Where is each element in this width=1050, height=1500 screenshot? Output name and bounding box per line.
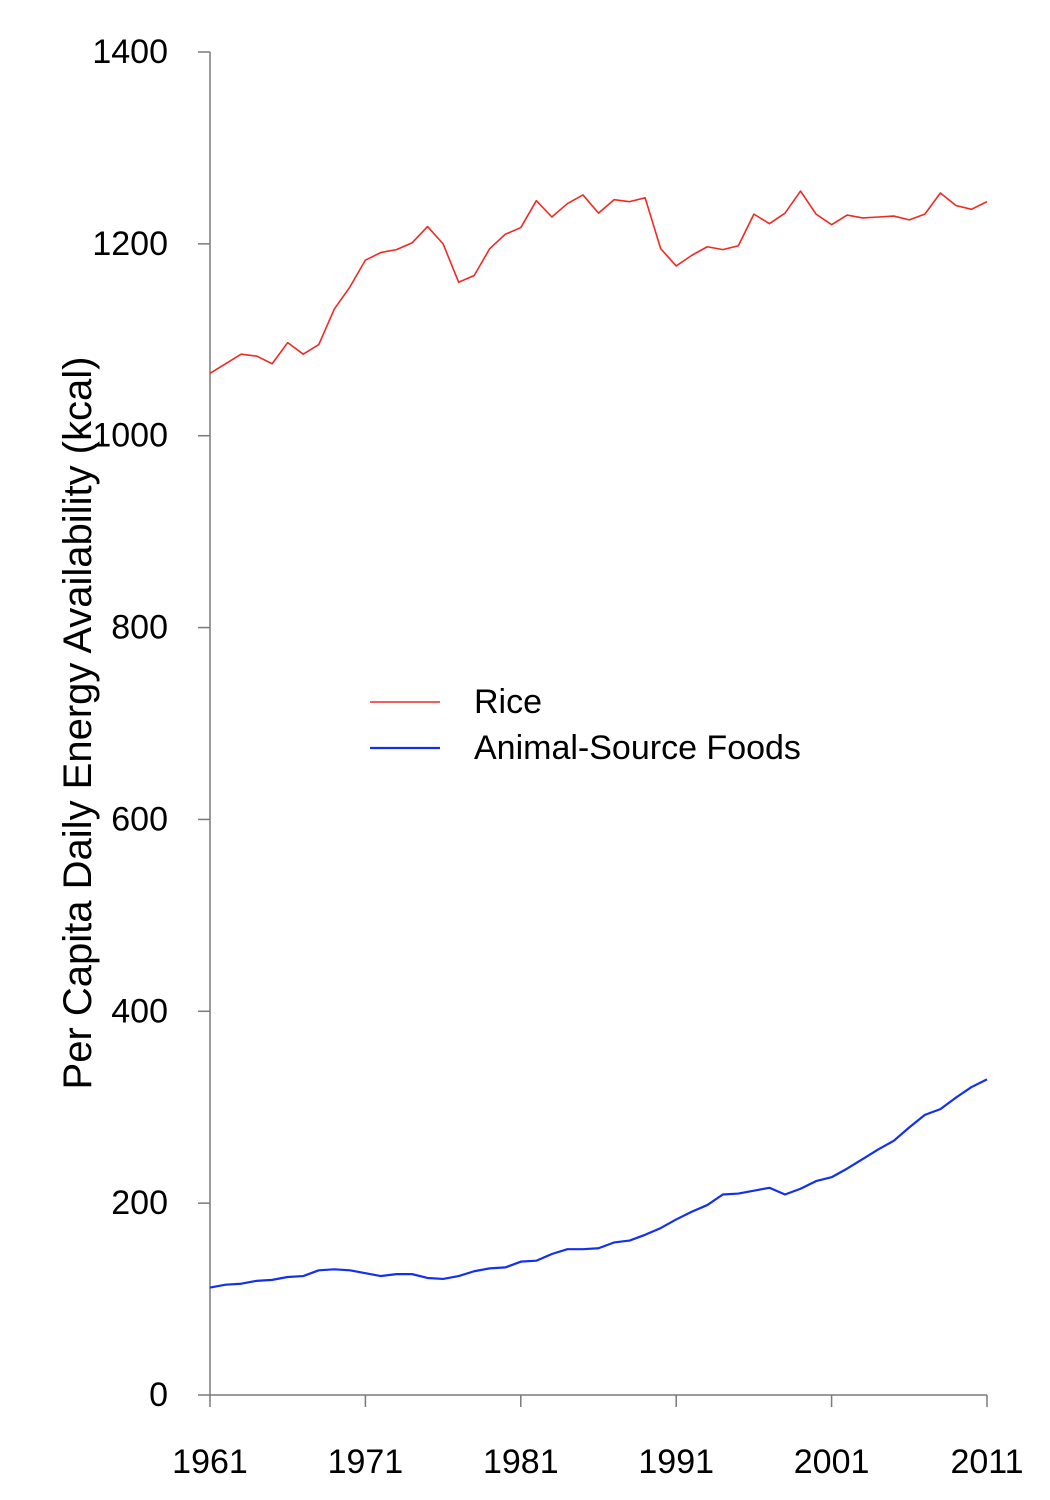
y-tick-label: 800 [111,609,168,647]
x-tick-label: 1961 [172,1443,248,1481]
y-tick-label: 200 [111,1184,168,1222]
y-tick-label: 1000 [92,417,168,455]
x-tick-label: 2011 [950,1443,1023,1481]
legend: Rice Animal-Source Foods [370,683,801,767]
x-tick-label: 1991 [638,1443,714,1481]
x-axis: 1961 1971 1981 1991 2001 2011 [172,1394,1024,1481]
y-axis: 0 200 400 600 800 1000 1200 1400 [92,33,211,1414]
y-axis-title: Per Capita Daily Energy Availability (kc… [56,357,100,1090]
y-tick-label: 0 [149,1376,168,1414]
y-tick-label: 400 [111,992,168,1030]
series-rice [209,190,988,375]
y-tick-label: 600 [111,800,168,838]
y-tick-label: 1400 [92,33,168,71]
series-animal-source-foods [209,1078,988,1289]
series-line [209,1078,988,1289]
legend-label: Animal-Source Foods [474,729,801,767]
x-tick-label: 1981 [483,1443,559,1481]
x-tick-label: 2001 [794,1443,870,1481]
x-tick-label: 1971 [328,1443,404,1481]
legend-label: Rice [474,683,542,721]
y-tick-label: 1200 [92,225,168,263]
series-layer [209,190,988,1289]
series-line [209,190,988,375]
